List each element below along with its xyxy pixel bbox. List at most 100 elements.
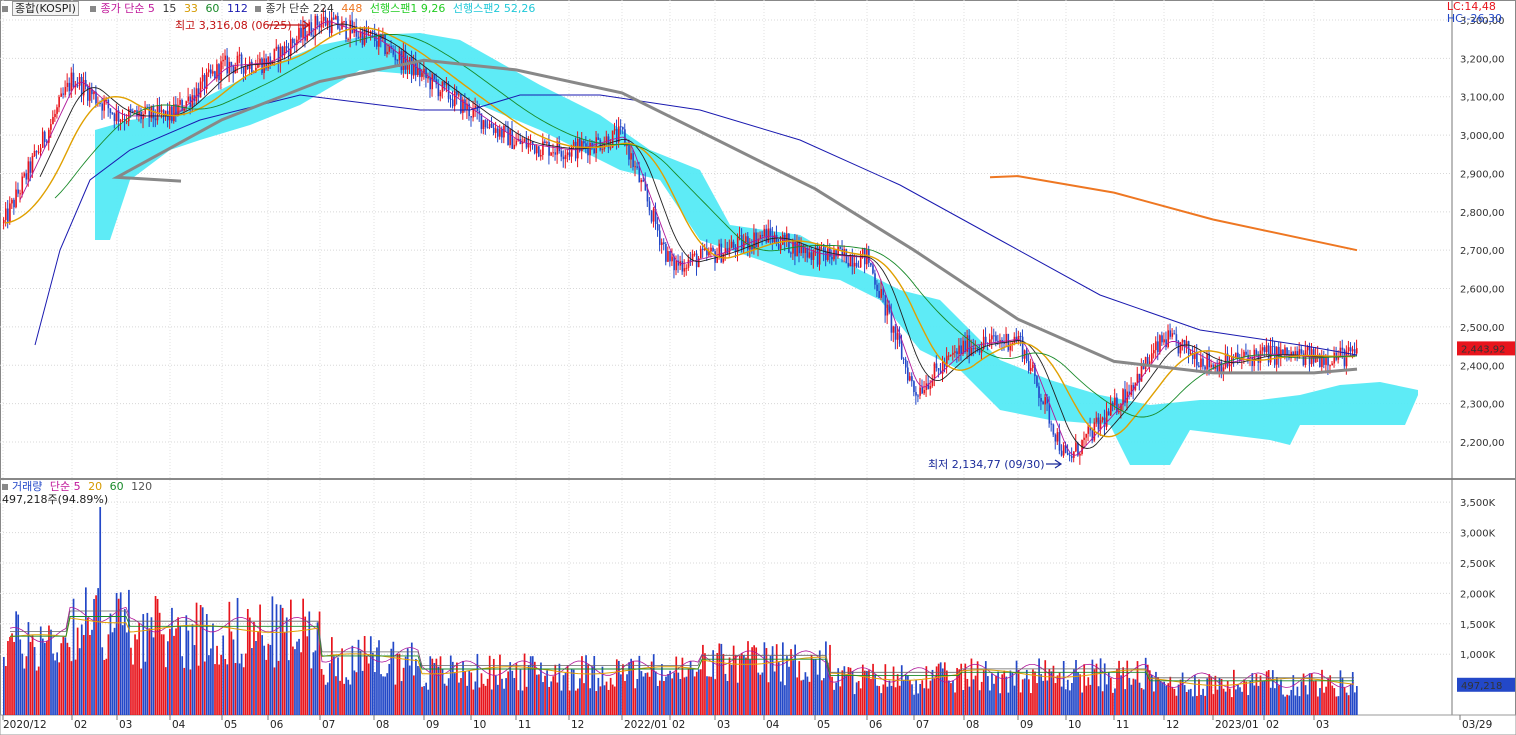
candle-body bbox=[302, 25, 304, 38]
candle-body bbox=[702, 248, 704, 251]
candle-body bbox=[978, 349, 981, 353]
candle-body bbox=[128, 109, 130, 122]
volume-bar bbox=[447, 678, 450, 715]
candle-body bbox=[1331, 363, 1333, 366]
candle-body bbox=[570, 146, 573, 157]
volume-bar bbox=[687, 668, 690, 715]
volume-bar bbox=[1267, 670, 1270, 715]
x-tick-label: 06 bbox=[869, 719, 883, 731]
candle-body bbox=[99, 102, 101, 104]
volume-bar bbox=[1204, 695, 1206, 715]
volume-bar bbox=[1163, 681, 1165, 715]
volume-bar bbox=[1013, 685, 1016, 715]
candle-body bbox=[413, 61, 415, 76]
price-tick-label: 3,100,00 bbox=[1460, 93, 1505, 104]
candle-body bbox=[597, 137, 600, 140]
candle-body bbox=[499, 129, 501, 137]
volume-bar bbox=[142, 614, 145, 715]
volume-bar bbox=[376, 647, 378, 715]
candle-body bbox=[982, 336, 985, 349]
candle-body bbox=[1124, 389, 1126, 403]
volume-bar bbox=[1005, 676, 1008, 715]
volume-bar bbox=[849, 667, 852, 715]
volume-bar bbox=[714, 679, 717, 715]
candle-body bbox=[654, 208, 657, 224]
candle-body bbox=[531, 141, 534, 145]
volume-bar bbox=[499, 654, 501, 715]
volume-bar bbox=[519, 669, 522, 715]
volume-bar bbox=[620, 674, 622, 715]
candle-body bbox=[89, 89, 91, 101]
candle-body bbox=[700, 248, 702, 259]
volume-bar bbox=[919, 683, 922, 715]
volume-bar bbox=[866, 670, 868, 715]
volume-bar bbox=[929, 680, 932, 715]
candle-body bbox=[913, 381, 915, 393]
candle-body bbox=[175, 104, 177, 115]
volume-bar bbox=[15, 611, 17, 715]
volume-bar bbox=[1292, 675, 1295, 715]
x-tick-label: 2023/01 bbox=[1215, 719, 1259, 731]
volume-bar bbox=[1323, 692, 1325, 715]
volume-bar bbox=[613, 686, 616, 715]
candle-body bbox=[706, 248, 708, 256]
volume-bar bbox=[948, 680, 950, 715]
volume-bar bbox=[529, 656, 532, 715]
candle-body bbox=[318, 25, 321, 28]
candle-body bbox=[121, 118, 124, 120]
volume-bar bbox=[82, 635, 85, 715]
volume-bar bbox=[396, 654, 399, 715]
volume-bar bbox=[1329, 675, 1332, 715]
ma112-line bbox=[34, 94, 1358, 356]
volume-bar bbox=[1331, 685, 1334, 715]
volume-bar bbox=[587, 664, 589, 715]
symbol-label[interactable]: 종합(KOSPI) bbox=[12, 1, 79, 16]
candle-body bbox=[812, 249, 815, 260]
volume-bar bbox=[1224, 691, 1227, 715]
candle-body bbox=[704, 248, 706, 251]
volume-bar bbox=[160, 634, 163, 715]
volume-bar bbox=[1132, 678, 1135, 715]
volume-bar bbox=[708, 676, 710, 715]
candle-body bbox=[581, 141, 583, 152]
volume-bar bbox=[326, 682, 329, 715]
ma33-line bbox=[4, 27, 1356, 438]
volume-bar bbox=[23, 668, 26, 715]
volume-bar bbox=[320, 669, 323, 715]
candle-body bbox=[907, 367, 909, 381]
volume-bar bbox=[1259, 675, 1262, 715]
volume-bar bbox=[402, 667, 405, 715]
candle-body bbox=[946, 355, 948, 367]
candle-body bbox=[1253, 349, 1256, 367]
volume-bar bbox=[1042, 680, 1045, 715]
volume-bar bbox=[782, 642, 784, 715]
candle-body bbox=[445, 84, 448, 86]
volume-bar bbox=[581, 656, 583, 715]
volume-bar bbox=[413, 675, 415, 715]
volume-bar bbox=[93, 598, 95, 715]
volume-bar bbox=[56, 652, 58, 715]
volume-bar bbox=[964, 663, 967, 715]
volume-bar bbox=[1206, 678, 1209, 715]
volume-bar bbox=[941, 668, 944, 715]
volume-bar bbox=[7, 641, 9, 715]
volume-bar bbox=[857, 680, 860, 715]
volume-bar bbox=[1189, 688, 1192, 715]
ma-label: 종가 단순 5 bbox=[100, 2, 155, 15]
candle-body bbox=[308, 22, 311, 36]
candle-body bbox=[874, 273, 876, 285]
volume-bar bbox=[650, 661, 653, 715]
candle-body bbox=[37, 151, 40, 153]
candle-body bbox=[322, 16, 325, 21]
candle-body bbox=[546, 142, 548, 144]
volume-bar bbox=[923, 688, 926, 715]
volume-bar bbox=[91, 629, 93, 715]
candle-body bbox=[1280, 349, 1282, 359]
volume-bar bbox=[501, 678, 503, 715]
candle-body bbox=[123, 118, 126, 122]
volume-bar bbox=[199, 605, 202, 715]
candle-body bbox=[970, 347, 973, 356]
volume-bar bbox=[1095, 663, 1098, 715]
candle-body bbox=[427, 77, 429, 79]
